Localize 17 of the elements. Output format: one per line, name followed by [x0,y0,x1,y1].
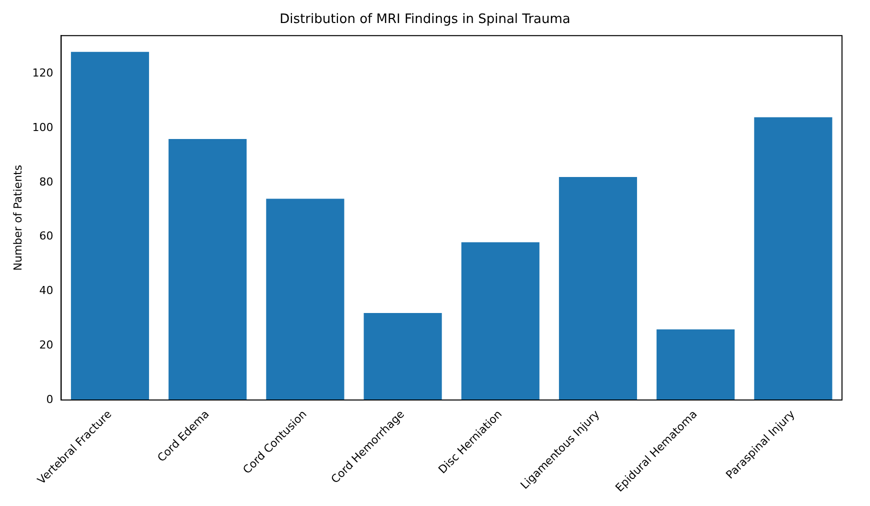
y-tick-label: 80 [39,175,54,188]
y-tick-label: 20 [39,338,54,352]
chart-title: Distribution of MRI Findings in Spinal Trauma [280,12,570,28]
bar [70,52,150,400]
y-tick-label: 120 [32,66,54,80]
bar [168,138,247,400]
bar [754,117,832,400]
bar [461,242,540,400]
y-tick-label: 40 [39,284,54,298]
y-tick-label: 100 [32,120,54,134]
bar [266,198,344,400]
bar [656,329,735,400]
bar [558,177,638,400]
y-axis-title: Number of Patients [11,164,24,271]
y-tick-label: 0 [46,392,54,406]
y-tick-label: 60 [39,230,54,243]
bar [364,313,442,400]
